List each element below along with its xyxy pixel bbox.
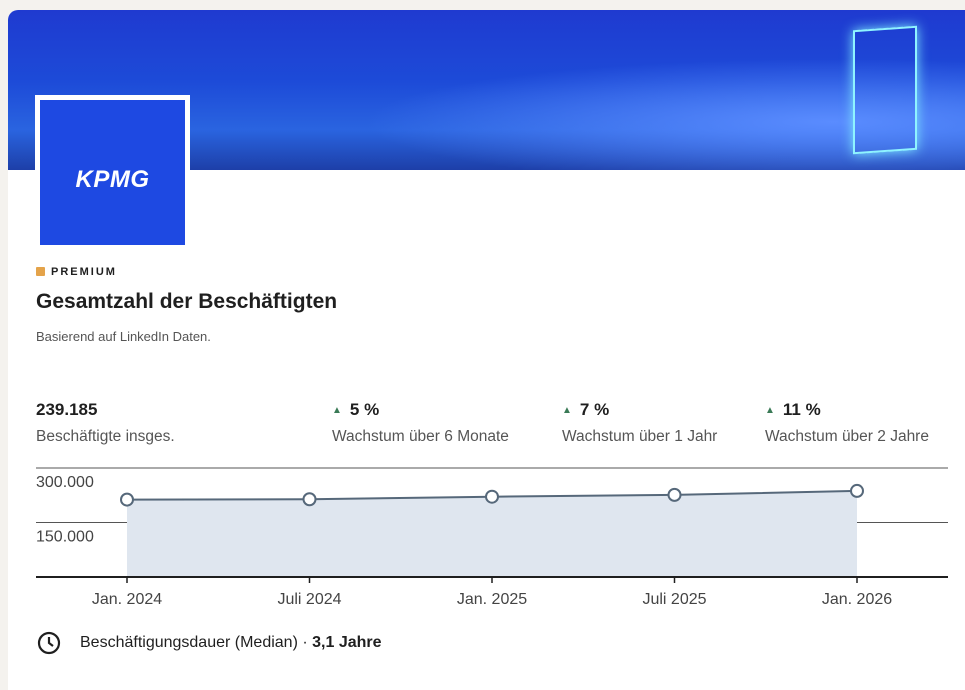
title: Gesamtzahl der Beschäftigten [36,290,338,313]
stat-value-text: 5 % [349,400,380,419]
stat-value: ▲ 7 % [562,400,609,420]
stat-label: Beschäftigte insges. [36,428,175,445]
x-tick-label: Jan. 2026 [822,591,892,608]
stat-label: Wachstum über 1 Jahr [562,428,718,445]
logo: KPMG [35,95,190,250]
y-tick-label: 300.000 [36,474,94,491]
footer-value: 3,1 Jahre [312,634,382,651]
stat-value-text: 11 % [782,400,821,419]
clock-icon [37,631,61,655]
point [485,489,499,504]
badge-text: PREMIUM [51,266,117,278]
up-arrow: ▲ [562,405,572,416]
point [302,492,317,507]
logo-text: KPMG [75,165,150,193]
stat-value: ▲ 11 % [765,400,821,420]
chart: 150.000 300.000 Jan. 2024 Juli 2024 Jan. 202… [36,467,948,608]
subtitle: Basierend auf LinkedIn Daten. [36,329,211,344]
area [127,490,857,577]
up-arrow: ▲ [765,405,775,416]
y-tick-label: 150.000 [36,529,94,546]
stat-value: ▲ 5 % [332,400,379,420]
x-tick-label: Juli 2025 [642,591,706,608]
footer-label: Beschäftigungsdauer (Median) · [80,634,313,651]
stat-label: Wachstum über 2 Jahre [765,428,929,445]
point [120,492,134,507]
stat-value: 239.185 [36,400,98,419]
x-tick-label: Jan. 2025 [457,591,527,608]
x-tick-label: Juli 2024 [277,591,341,608]
stat-value-text: 7 % [579,400,610,419]
stat-label: Wachstum über 6 Monate [332,428,509,445]
point [850,483,864,498]
page: KPMG PREMIUM Gesamtzahl der Beschäftigte… [8,10,965,690]
footer: Beschäftigungsdauer (Median) · 3,1 Jahre [36,630,382,656]
x-tick-label: Jan. 2024 [92,591,162,608]
badge-icon [36,267,45,276]
point [667,487,682,502]
up-arrow: ▲ [332,405,342,416]
premium-badge: PREMIUM [36,266,117,278]
